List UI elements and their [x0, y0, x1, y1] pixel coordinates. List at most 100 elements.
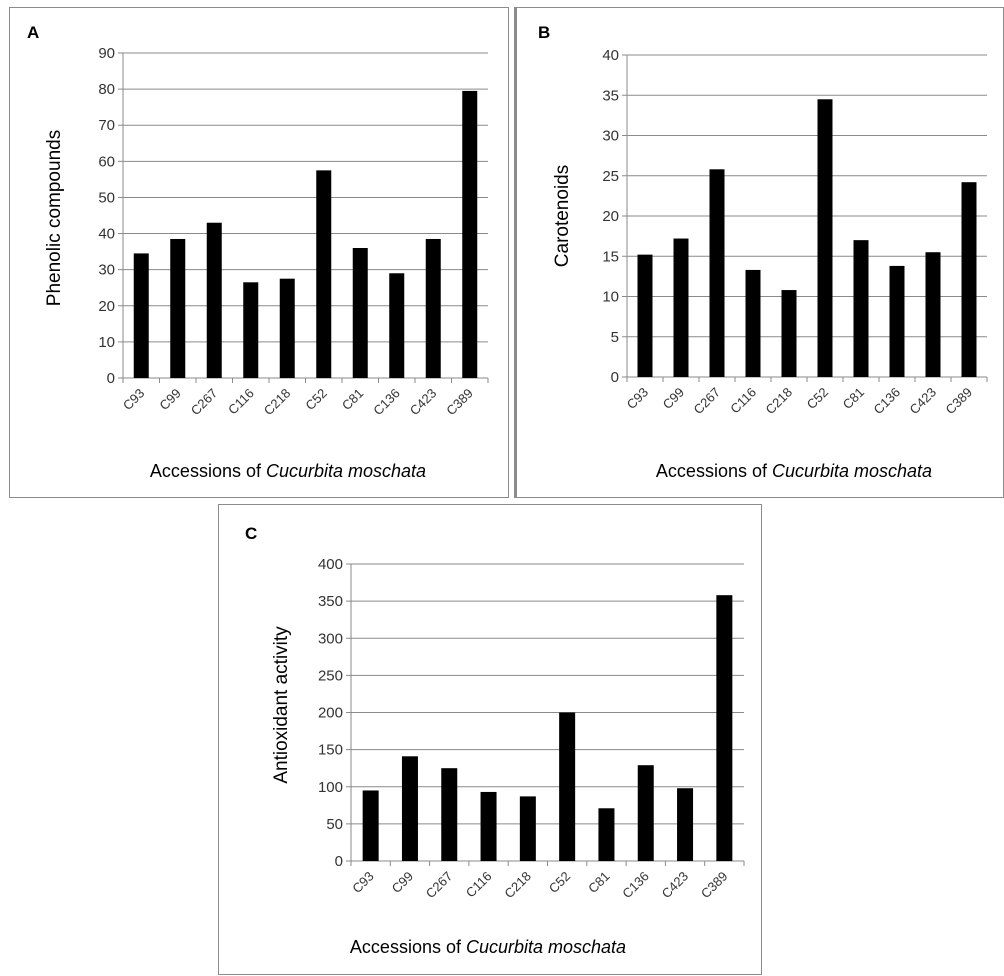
bar-c-c116 — [480, 791, 497, 861]
y-tick-label-b: 30 — [602, 128, 619, 145]
bar-b-c389 — [961, 182, 977, 377]
x-category-label-c: C99 — [389, 869, 416, 896]
plot-area-b: 0 5 10 15 20 25 30 35 40 C93 C99 C267 C116 C218 C52 C81… — [602, 47, 988, 418]
x-axis-label-a: Accessions of Cucurbita moschata — [150, 461, 426, 481]
x-category-label-b: C52 — [804, 385, 831, 412]
chart-c-svg: C Antioxidant activity Accessions of Cuc… — [245, 524, 745, 957]
y-tick-label-a: 20 — [98, 298, 115, 315]
y-tick-label-c: 150 — [318, 742, 343, 759]
x-category-label-b: C389 — [943, 385, 976, 418]
x-category-label-a: C116 — [225, 386, 257, 418]
x-category-label-a: C52 — [302, 386, 329, 413]
x-category-label-a: C218 — [261, 386, 294, 419]
bar-c-c136 — [637, 765, 654, 861]
y-tick-label-a: 60 — [98, 153, 115, 170]
x-category-label-b: C99 — [660, 385, 687, 412]
chart-a-svg: A Phenolic compounds Accessions of Cucur… — [27, 23, 489, 481]
bar-a-c116 — [243, 282, 259, 378]
bar-c-c99 — [401, 756, 418, 861]
y-tick-label-b: 25 — [602, 168, 619, 185]
y-tick-label-c: 50 — [326, 816, 343, 833]
y-tick-label-a: 30 — [98, 262, 115, 279]
y-tick-label-c: 200 — [318, 705, 343, 722]
bar-a-c93 — [133, 253, 149, 378]
chart-panel-a: A Phenolic compounds Accessions of Cucur… — [9, 7, 509, 498]
y-axis-label-c: Antioxidant activity — [271, 626, 292, 784]
y-tick-label-c: 100 — [318, 779, 343, 796]
x-category-label-b: C93 — [624, 385, 651, 412]
bar-b-c218 — [781, 290, 797, 377]
y-tick-label-c: 350 — [318, 593, 343, 610]
x-category-label-a: C93 — [120, 386, 147, 413]
x-category-label-c: C267 — [423, 869, 456, 902]
bar-c-c52 — [559, 712, 576, 861]
bar-c-c218 — [519, 796, 536, 861]
y-tick-label-a: 50 — [98, 189, 115, 206]
bar-a-c81 — [352, 248, 368, 378]
y-tick-label-a: 80 — [98, 81, 115, 98]
x-category-label-c: C81 — [585, 869, 612, 896]
y-tick-label-b: 0 — [611, 369, 619, 386]
x-category-label-b: C81 — [840, 385, 867, 412]
panel-letter-b: B — [538, 23, 550, 42]
bar-b-c116 — [745, 269, 761, 377]
x-category-label-c: C389 — [698, 869, 731, 902]
bar-a-c267 — [206, 222, 222, 378]
bar-c-c389 — [716, 595, 733, 861]
panel-letter-c: C — [245, 524, 257, 543]
x-category-label-c: C423 — [659, 869, 692, 902]
bar-b-c99 — [673, 238, 689, 377]
x-category-label-c: C93 — [349, 869, 376, 896]
x-category-label-b: C423 — [907, 385, 940, 418]
y-axis-label-a: Phenolic compounds — [44, 130, 65, 306]
y-tick-label-a: 90 — [98, 45, 115, 62]
bar-b-c52 — [817, 99, 833, 378]
bar-a-c218 — [279, 278, 295, 378]
bar-c-c93 — [362, 790, 379, 861]
bar-c-c267 — [441, 768, 458, 861]
bar-a-c136 — [389, 273, 405, 378]
x-category-label-a: C136 — [370, 386, 403, 419]
bar-a-c423 — [425, 238, 441, 378]
x-category-label-a: C81 — [339, 386, 366, 413]
y-tick-label-b: 10 — [602, 289, 619, 306]
bar-b-c267 — [709, 169, 725, 377]
x-category-label-b: C218 — [763, 385, 796, 418]
x-category-label-c: C52 — [546, 869, 573, 896]
x-axis-label-c: Accessions of Cucurbita moschata — [350, 937, 626, 957]
chart-b-svg: B Carotenoids Accessions of Cucurbita mo… — [538, 23, 988, 481]
bar-b-c81 — [853, 240, 869, 377]
bar-a-c389 — [462, 90, 478, 379]
y-tick-label-c: 0 — [335, 853, 343, 870]
x-category-label-c: C136 — [619, 869, 652, 902]
plot-area-c: 0 50 100 150 200 250 300 350 400 C93 C99 C267 C116 C2… — [318, 556, 745, 902]
x-category-label-c: C218 — [501, 869, 534, 902]
x-category-label-b: C136 — [871, 385, 904, 418]
x-category-label-b: C116 — [727, 385, 759, 417]
x-category-label-a: C423 — [407, 386, 440, 419]
x-category-label-b: C267 — [691, 385, 724, 418]
panel-letter-a: A — [27, 23, 39, 42]
bar-b-c423 — [925, 252, 941, 377]
y-tick-label-b: 5 — [611, 329, 619, 346]
y-tick-label-c: 250 — [318, 667, 343, 684]
bar-b-c136 — [889, 265, 905, 377]
y-tick-label-c: 400 — [318, 556, 343, 573]
x-category-label-a: C99 — [156, 386, 183, 413]
bar-c-c423 — [677, 788, 694, 861]
y-tick-label-b: 35 — [602, 87, 619, 104]
bar-a-c52 — [316, 170, 332, 378]
y-tick-label-b: 40 — [602, 47, 619, 64]
y-tick-label-a: 0 — [107, 370, 115, 387]
y-tick-label-b: 20 — [602, 208, 619, 225]
y-tick-label-b: 15 — [602, 248, 619, 265]
y-tick-label-a: 10 — [98, 334, 115, 351]
plot-area-a: 0 10 20 30 40 50 60 70 80 90 C93 C99 C267 C116 C218 C52… — [98, 45, 489, 419]
bar-a-c99 — [170, 238, 186, 378]
x-category-label-a: C389 — [443, 386, 476, 419]
x-axis-label-b: Accessions of Cucurbita moschata — [656, 461, 932, 481]
y-tick-label-a: 70 — [98, 117, 115, 134]
y-tick-label-c: 300 — [318, 630, 343, 647]
x-category-label-c: C116 — [463, 869, 495, 901]
bar-c-c81 — [598, 808, 615, 861]
